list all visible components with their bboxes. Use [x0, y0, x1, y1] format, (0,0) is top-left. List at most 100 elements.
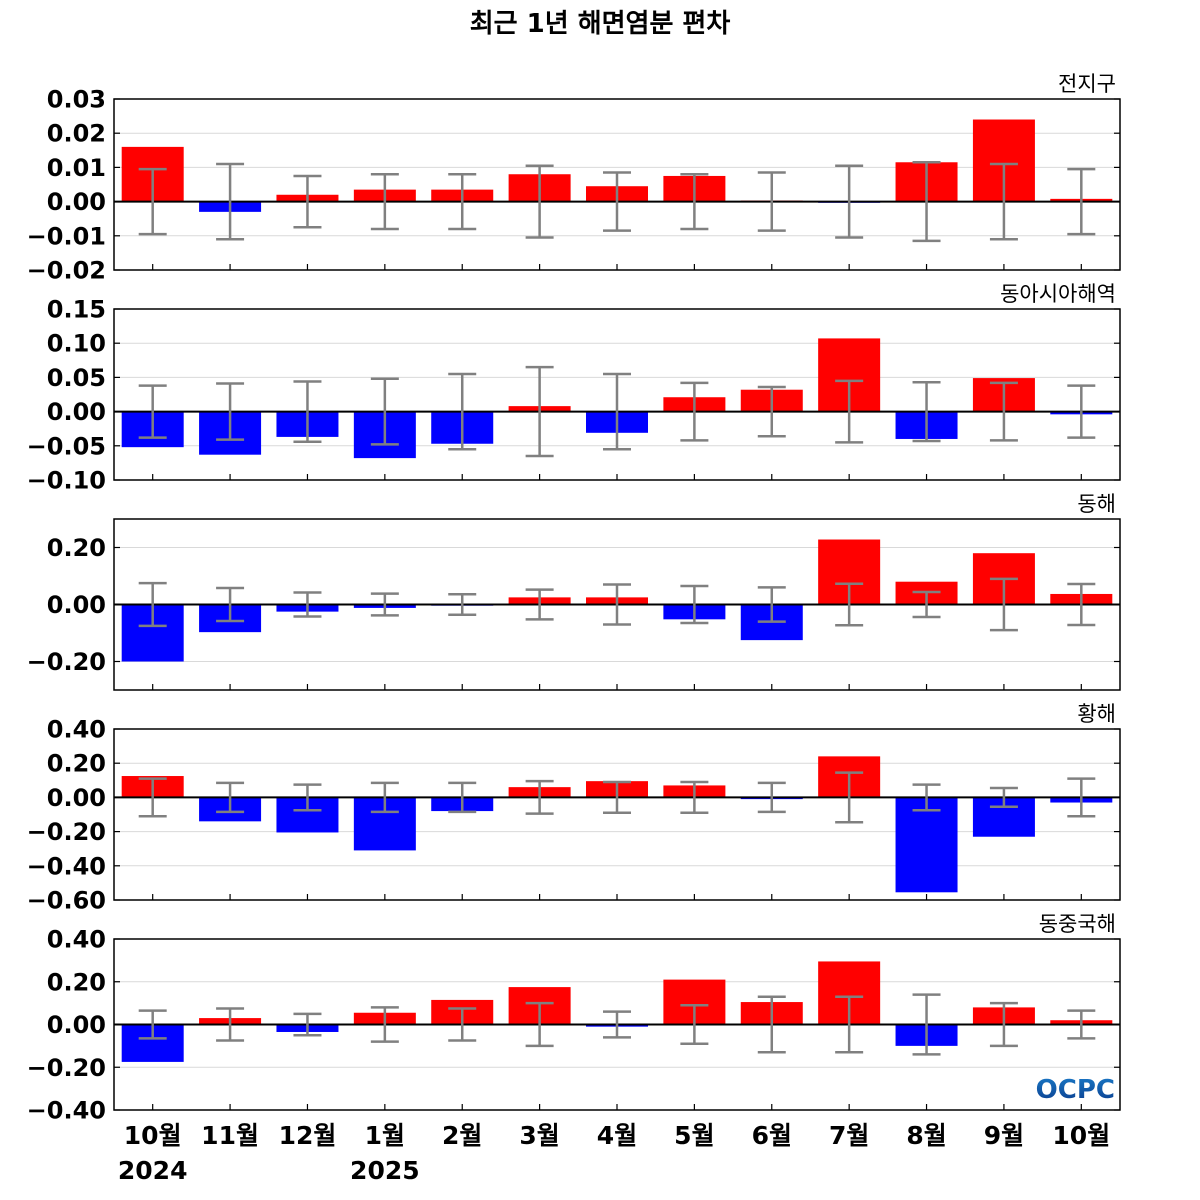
error-bar — [989, 786, 1018, 809]
y-tick-label: −0.20 — [27, 818, 106, 846]
panel-title: 동아시아해역 — [1000, 282, 1116, 306]
error-bar — [216, 781, 245, 814]
error-bar — [370, 172, 399, 231]
ocpc-logo: OCPC — [1036, 1075, 1115, 1105]
error-bar — [293, 174, 322, 229]
y-tick-label: −0.40 — [27, 1097, 106, 1125]
logo-text: OCPC — [1036, 1075, 1115, 1105]
error-bar — [448, 1007, 477, 1042]
error-bar — [603, 1010, 631, 1039]
error-bar — [138, 1009, 167, 1040]
x-tick-label: 1월 — [365, 1121, 405, 1150]
chart-title: 최근 1년 해면염분 편차 — [470, 9, 731, 39]
y-tick-label: 0.00 — [47, 188, 106, 216]
y-tick-label: 0.20 — [47, 534, 106, 562]
panel-title: 동중국해 — [1039, 912, 1116, 936]
panel-3: −0.20 0.00 0.20 동해 — [27, 492, 1121, 691]
panel-title: 전지구 — [1058, 72, 1116, 96]
error-bar — [757, 171, 786, 232]
panel-title: 동해 — [1077, 492, 1116, 516]
x-tick-label: 7월 — [829, 1121, 869, 1150]
panel-1: −0.02 −0.01 0.00 0.01 0.02 0.03 전지구 — [27, 72, 1121, 285]
error-bar — [1067, 167, 1096, 236]
error-bar — [603, 171, 631, 232]
y-tick-label: −0.02 — [27, 257, 106, 285]
error-bar — [1067, 582, 1096, 627]
error-bar — [1067, 384, 1096, 439]
y-tick-label: 0.40 — [47, 926, 106, 954]
x-tick-label: 2월 — [442, 1121, 482, 1150]
error-bar — [138, 581, 167, 628]
error-bar — [912, 380, 941, 443]
y-tick-label: −0.20 — [27, 648, 106, 676]
error-bar — [989, 577, 1018, 632]
error-bar — [912, 783, 941, 812]
x-tick-label: 12월 — [279, 1121, 337, 1150]
y-tick-label: −0.01 — [27, 222, 106, 250]
error-bar — [293, 1012, 322, 1037]
chart-panels: −0.02 −0.01 0.00 0.01 0.02 0.03 전지구 −0.10 −0.05 0… — [27, 72, 1121, 1125]
error-bar — [835, 164, 864, 239]
error-bar — [757, 781, 786, 814]
error-bar — [525, 779, 554, 815]
x-tick-label: 3월 — [519, 1121, 559, 1150]
y-tick-label: 0.20 — [47, 750, 106, 778]
error-bar — [912, 993, 941, 1056]
error-bar — [989, 381, 1018, 442]
y-tick-label: 0.05 — [47, 364, 106, 392]
x-tick-label: 10월 — [1052, 1121, 1110, 1150]
error-bar — [835, 379, 864, 444]
error-bar — [370, 592, 399, 617]
plot-frame — [113, 728, 1121, 901]
error-bar — [912, 161, 941, 243]
error-bar — [370, 1006, 399, 1043]
error-bar — [989, 1001, 1018, 1048]
x-tick-label: 10월 — [124, 1121, 182, 1150]
y-tick-label: 0.40 — [47, 716, 106, 744]
error-bar — [603, 372, 631, 451]
y-tick-label: −0.10 — [27, 467, 106, 495]
error-bar — [1067, 777, 1096, 818]
error-bar — [216, 162, 245, 241]
panel-5: −0.40 −0.20 0.00 0.20 0.40 동중국해 — [27, 912, 1121, 1125]
x-tick-label: 4월 — [597, 1121, 637, 1150]
y-tick-label: −0.20 — [27, 1054, 106, 1082]
year-label: 2025 — [350, 1156, 420, 1185]
error-bar — [603, 780, 631, 815]
error-bar — [989, 162, 1018, 241]
error-bar — [448, 372, 477, 451]
y-tick-label: 0.00 — [47, 784, 106, 812]
error-bar — [912, 590, 941, 619]
error-bar — [448, 172, 477, 231]
y-tick-label: 0.10 — [47, 330, 106, 358]
panel-title: 황해 — [1077, 702, 1116, 726]
error-bar — [216, 586, 245, 623]
y-tick-label: 0.15 — [47, 296, 106, 324]
error-bar — [680, 381, 709, 442]
y-tick-label: 0.00 — [47, 398, 106, 426]
x-tick-label: 5월 — [674, 1121, 714, 1150]
error-bar — [138, 384, 167, 439]
x-tick-label: 8월 — [906, 1121, 946, 1150]
error-bar — [216, 1007, 245, 1042]
error-bar — [680, 780, 709, 815]
error-bar — [293, 783, 322, 812]
error-bar — [525, 588, 554, 621]
error-bar — [138, 167, 167, 236]
y-tick-label: −0.05 — [27, 432, 106, 460]
error-bar — [525, 1001, 554, 1048]
error-bar — [603, 583, 631, 626]
error-bar — [680, 1004, 709, 1045]
error-bar — [1067, 1009, 1096, 1040]
panel-2: −0.10 −0.05 0.00 0.05 0.10 0.15 동아시아해역 — [27, 282, 1121, 495]
year-label: 2024 — [118, 1156, 188, 1185]
error-bar — [525, 164, 554, 239]
error-bar — [757, 385, 786, 438]
error-bar — [138, 777, 167, 818]
error-bar — [448, 592, 477, 617]
panel-4: −0.60 −0.40 −0.20 0.00 0.20 0.40 황해 — [27, 702, 1121, 915]
error-bar — [757, 586, 786, 623]
error-bar — [293, 380, 322, 443]
y-tick-label: 0.00 — [47, 591, 106, 619]
